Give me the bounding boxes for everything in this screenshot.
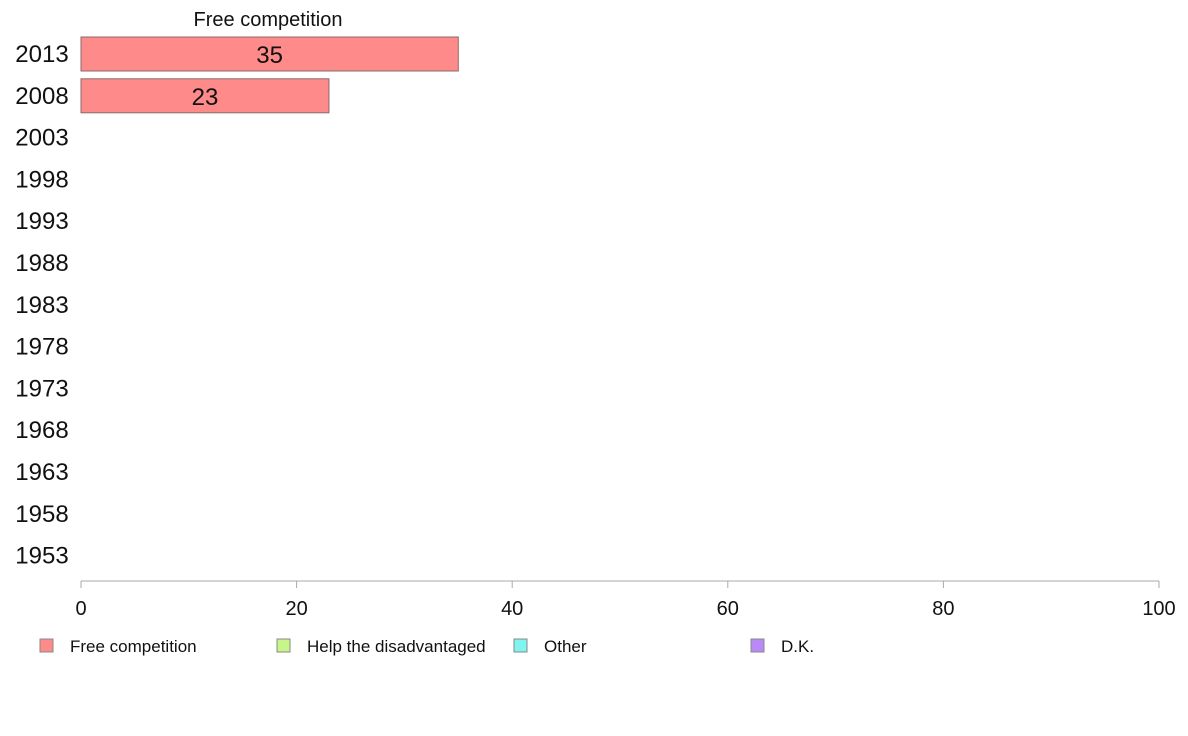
year-labels: 2013 2008 2003 1998 1993 1988 1983 1978 1973 1968…	[15, 41, 68, 570]
year-label-1953: 1953	[15, 543, 68, 570]
year-label-2013: 2013	[15, 41, 68, 68]
bar-value-label-2008: 23	[192, 84, 219, 111]
x-tick-label-100: 100	[1142, 598, 1175, 620]
year-label-1998: 1998	[15, 166, 68, 193]
legend-label-0: Free competition	[70, 637, 197, 656]
year-label-1968: 1968	[15, 417, 68, 444]
series-title: Free competition	[194, 9, 343, 31]
legend-swatch-3	[750, 638, 765, 653]
legend-swatch-0	[39, 638, 54, 653]
legend-swatch-2	[513, 638, 528, 653]
x-axis: 0 20 40 60 80 100	[75, 580, 1176, 620]
bar-value-label-2013: 35	[256, 42, 283, 69]
year-label-1978: 1978	[15, 334, 68, 361]
year-label-1993: 1993	[15, 208, 68, 235]
legend-label-2: Other	[544, 637, 587, 656]
x-tick-label-60: 60	[717, 598, 739, 620]
x-tick-label-40: 40	[501, 598, 523, 620]
legend-label-3: D.K.	[781, 637, 814, 656]
year-label-1958: 1958	[15, 501, 68, 528]
legend: Free competition Help the disadvantaged Ot…	[39, 637, 814, 656]
year-label-2008: 2008	[15, 83, 68, 110]
x-tick-label-80: 80	[932, 598, 954, 620]
year-label-1983: 1983	[15, 292, 68, 319]
x-tick-label-20: 20	[285, 598, 307, 620]
legend-label-1: Help the disadvantaged	[307, 637, 486, 656]
x-tick-label-0: 0	[75, 598, 86, 620]
year-label-1988: 1988	[15, 250, 68, 277]
year-label-1973: 1973	[15, 375, 68, 402]
year-label-2003: 2003	[15, 125, 68, 152]
bar-labels: 35 23	[192, 42, 283, 111]
year-label-1963: 1963	[15, 459, 68, 486]
bar-2013-0	[80, 36, 459, 72]
bars	[80, 36, 459, 114]
legend-swatch-1	[276, 638, 291, 653]
bar-2008-0	[80, 78, 330, 114]
